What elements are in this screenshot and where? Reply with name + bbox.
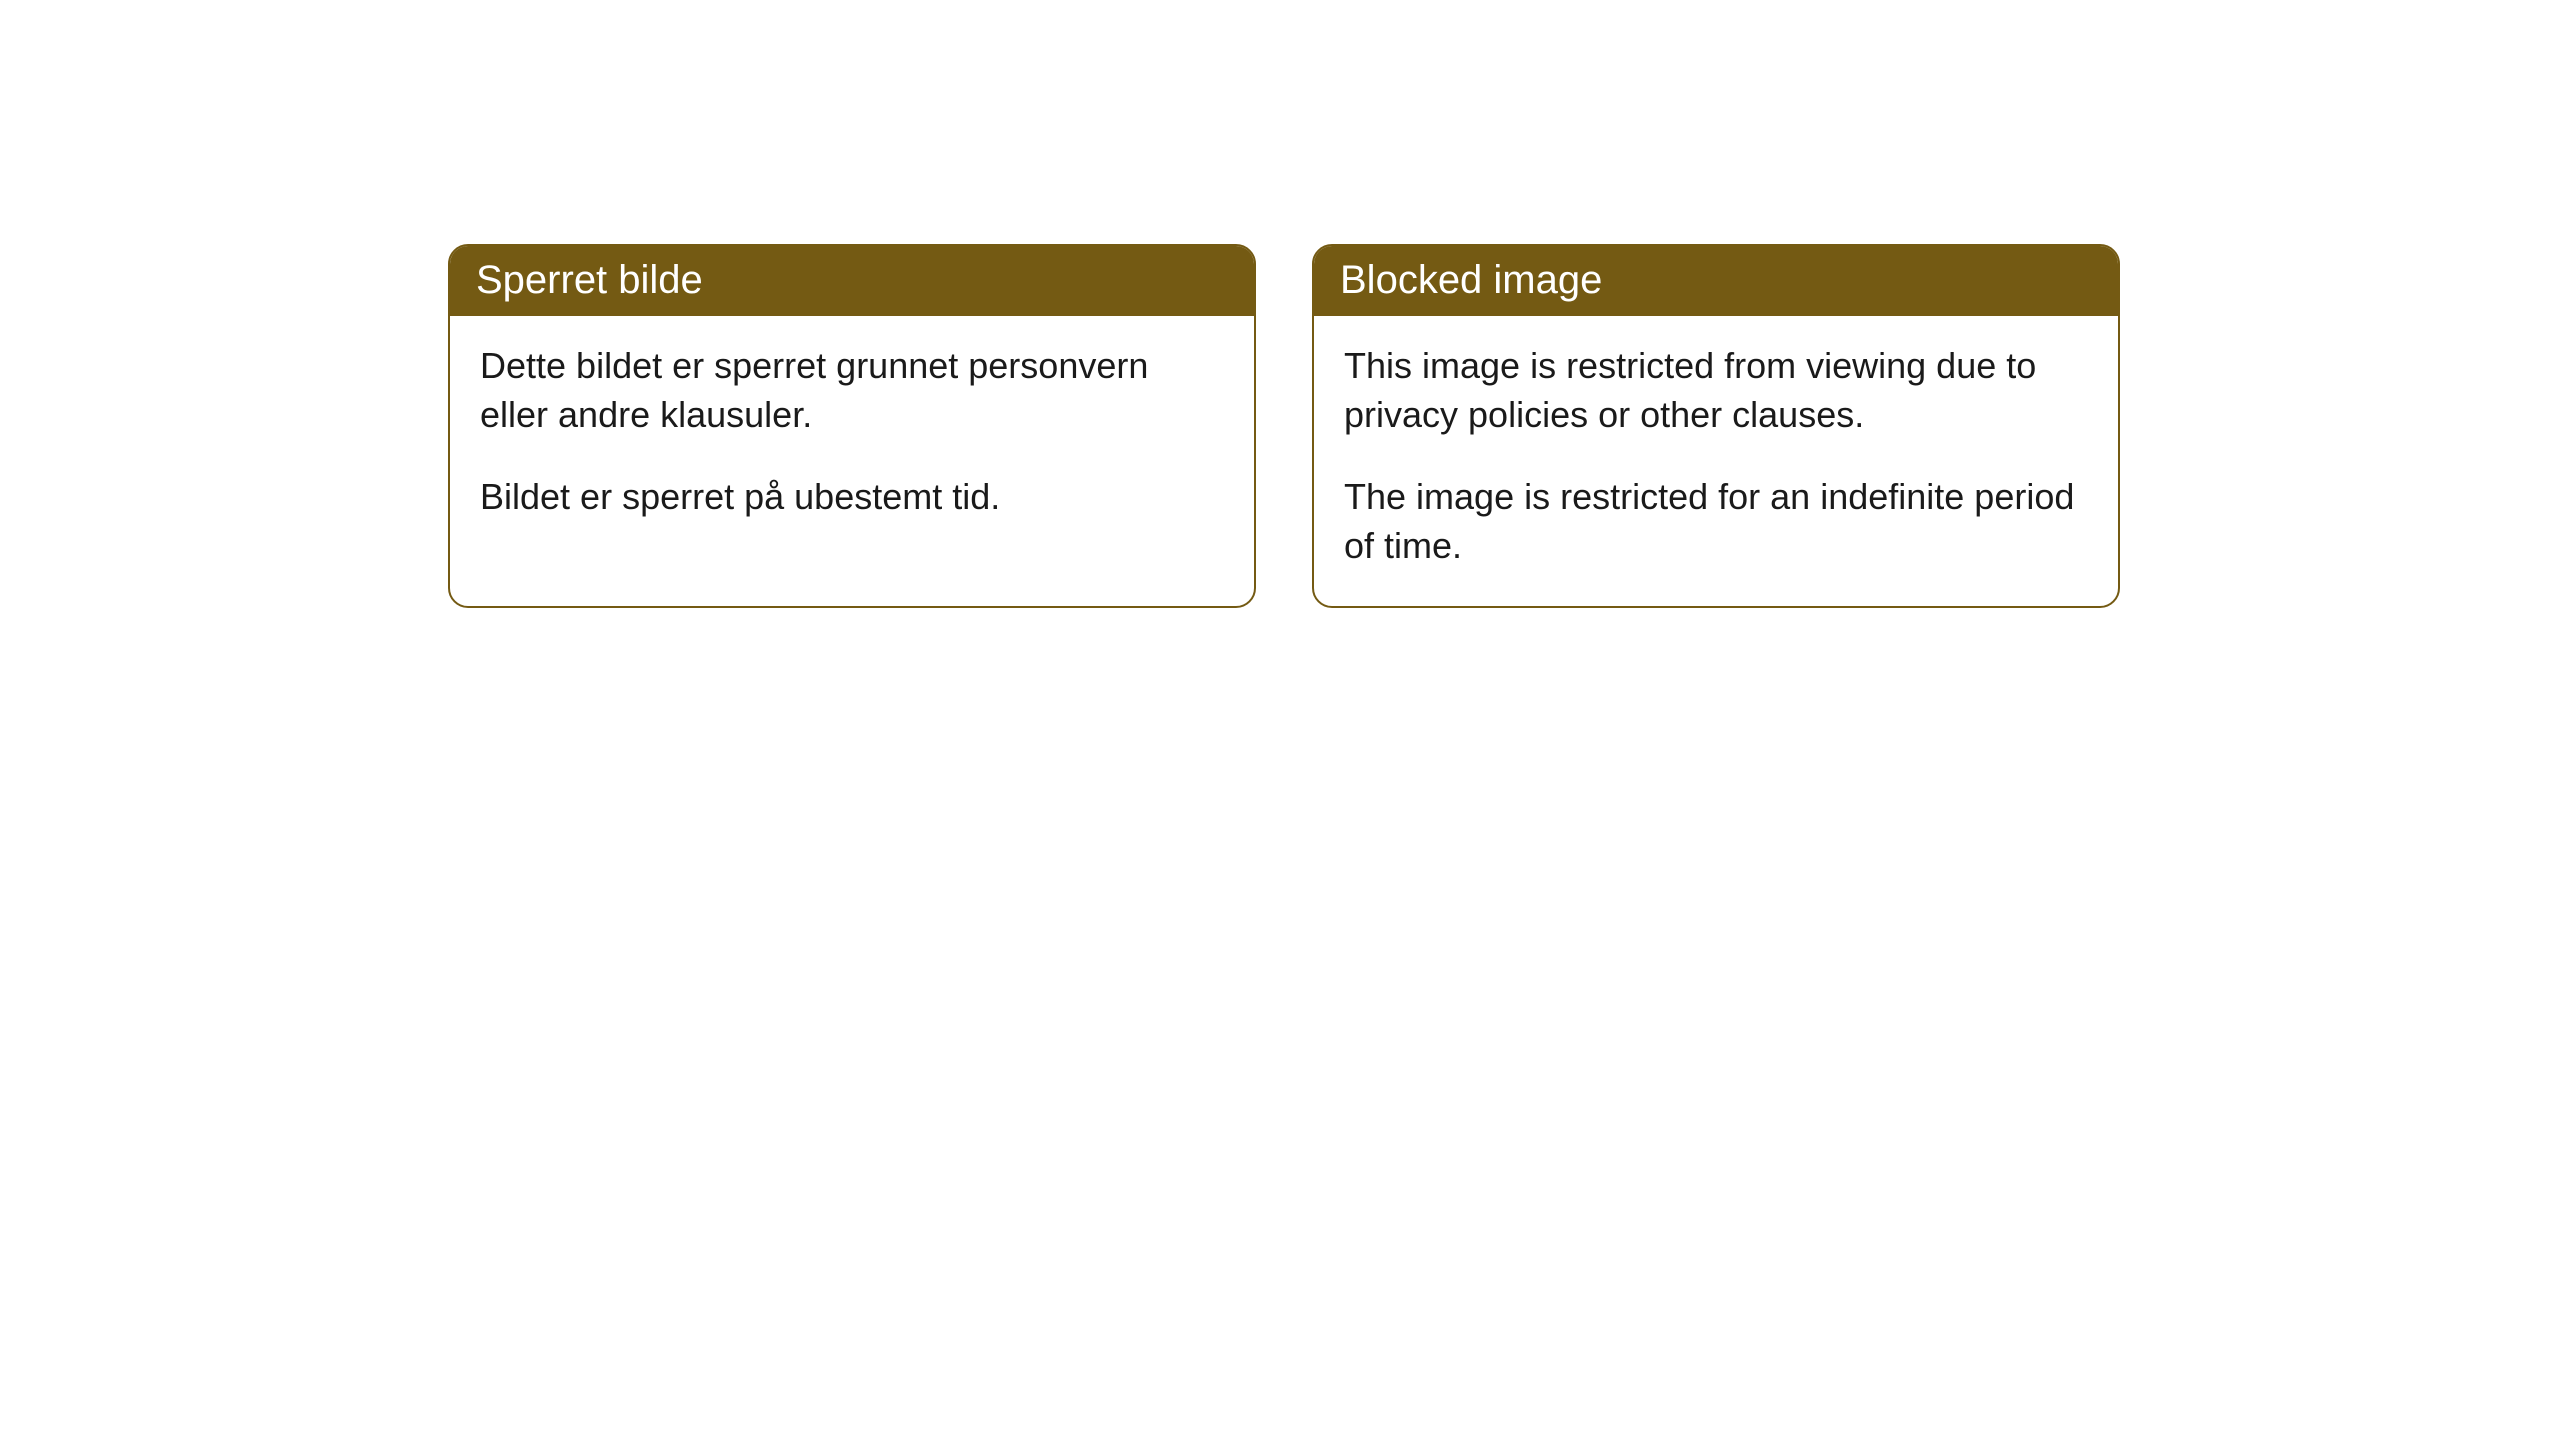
card-paragraph: Bildet er sperret på ubestemt tid. [480,473,1224,522]
card-paragraph: This image is restricted from viewing du… [1344,342,2088,439]
card-paragraph: Dette bildet er sperret grunnet personve… [480,342,1224,439]
card-body: Dette bildet er sperret grunnet personve… [450,316,1254,558]
notice-cards-container: Sperret bilde Dette bildet er sperret gr… [0,0,2560,608]
blocked-image-card-no: Sperret bilde Dette bildet er sperret gr… [448,244,1256,608]
card-title: Blocked image [1340,258,1602,302]
card-body: This image is restricted from viewing du… [1314,316,2118,606]
card-paragraph: The image is restricted for an indefinit… [1344,473,2088,570]
blocked-image-card-en: Blocked image This image is restricted f… [1312,244,2120,608]
card-header: Blocked image [1314,246,2118,316]
card-title: Sperret bilde [476,258,703,302]
card-header: Sperret bilde [450,246,1254,316]
